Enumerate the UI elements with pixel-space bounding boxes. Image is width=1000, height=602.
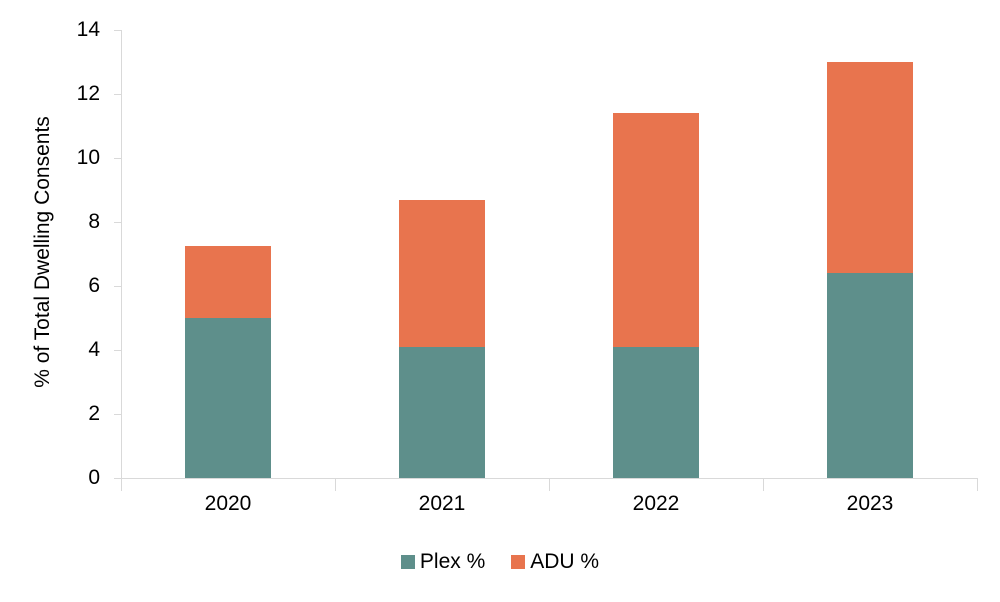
x-tick-mark — [549, 478, 550, 491]
legend-swatch-icon — [511, 555, 526, 569]
legend: Plex % ADU % — [0, 550, 1000, 574]
y-tick-mark — [114, 478, 121, 479]
y-tick-mark — [114, 30, 121, 31]
y-axis-line — [121, 30, 122, 491]
legend-item-plex: Plex % — [400, 550, 486, 574]
y-tick-label: 14 — [76, 18, 100, 41]
bar-segment-plex-2023 — [827, 273, 913, 478]
bar-segment-adu-2020 — [185, 246, 271, 318]
legend-item-adu: ADU % — [511, 550, 599, 574]
y-tick-mark — [114, 158, 121, 159]
y-tick-label: 2 — [88, 402, 100, 425]
bar-segment-plex-2020 — [185, 318, 271, 478]
y-tick-mark — [114, 414, 121, 415]
y-tick-label: 4 — [88, 338, 100, 361]
legend-label: ADU % — [530, 550, 600, 573]
x-tick-label-2022: 2022 — [632, 492, 680, 515]
x-tick-mark — [763, 478, 764, 491]
y-tick-mark — [114, 94, 121, 95]
y-tick-label: 0 — [88, 466, 100, 489]
x-axis-line — [121, 478, 977, 479]
legend-swatch-icon — [400, 555, 415, 569]
x-tick-label-2021: 2021 — [418, 492, 466, 515]
x-tick-mark — [335, 478, 336, 491]
bar-segment-adu-2022 — [613, 113, 699, 347]
y-tick-label: 6 — [88, 274, 100, 297]
x-tick-mark — [977, 478, 978, 491]
y-tick-label: 12 — [76, 82, 100, 105]
y-tick-label: 8 — [88, 210, 100, 233]
bar-segment-adu-2021 — [399, 199, 485, 347]
x-tick-label-2023: 2023 — [846, 492, 894, 515]
y-tick-label: 10 — [76, 146, 100, 169]
legend-label: Plex % — [419, 550, 486, 573]
y-tick-mark — [114, 350, 121, 351]
y-tick-mark — [114, 286, 121, 287]
bar-segment-plex-2021 — [399, 346, 485, 478]
bar-segment-adu-2023 — [827, 62, 913, 274]
bar-segment-plex-2022 — [613, 346, 699, 478]
x-tick-label-2020: 2020 — [204, 492, 252, 515]
y-tick-mark — [114, 222, 121, 223]
